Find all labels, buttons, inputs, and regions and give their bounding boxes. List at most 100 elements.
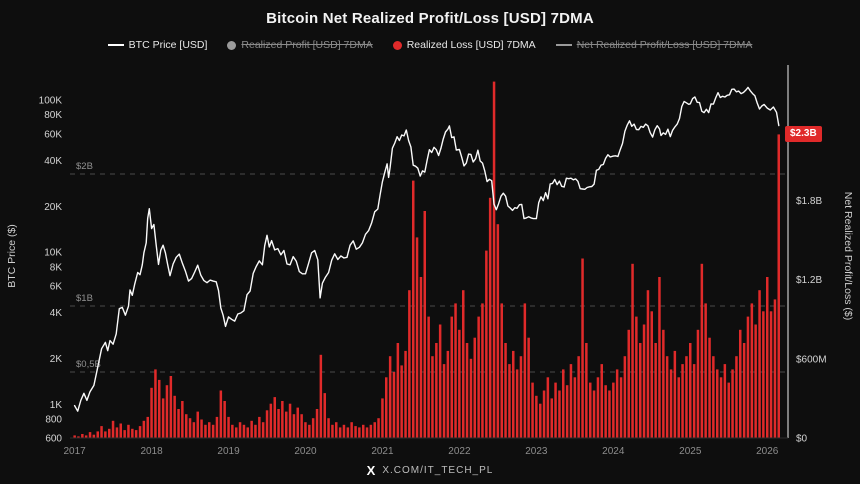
x-tick-label: 2021 xyxy=(371,446,394,457)
loss-bar xyxy=(635,316,638,438)
left-tick-label: 2K xyxy=(50,354,63,365)
loss-bar xyxy=(558,390,561,438)
legend: BTC Price [USD] Realized Profit [USD] 7DM… xyxy=(0,39,860,51)
loss-bar xyxy=(419,277,423,438)
left-tick-label: 8K xyxy=(50,262,63,273)
loss-bar xyxy=(766,277,769,438)
loss-bar xyxy=(719,377,723,438)
x-tick-label: 2017 xyxy=(63,446,86,457)
loss-bar xyxy=(669,369,673,438)
loss-bar xyxy=(658,277,661,438)
left-tick-label: 600 xyxy=(45,434,62,445)
loss-bar xyxy=(92,434,96,438)
loss-bar xyxy=(335,422,338,438)
loss-bar xyxy=(104,431,107,438)
loss-bar xyxy=(354,426,357,438)
loss-bar xyxy=(158,379,161,438)
x-tick-label: 2025 xyxy=(679,446,702,457)
loss-bar xyxy=(165,385,169,438)
loss-bar xyxy=(623,356,627,438)
loss-bar xyxy=(554,382,557,438)
loss-bar xyxy=(515,369,519,438)
loss-bar xyxy=(642,324,646,438)
loss-bar xyxy=(627,329,630,438)
loss-bar xyxy=(650,311,653,438)
loss-bar xyxy=(742,343,746,438)
loss-bar xyxy=(458,329,461,438)
loss-bar xyxy=(612,382,615,438)
loss-bar xyxy=(769,311,773,438)
loss-bar xyxy=(311,418,315,438)
left-tick-label: 4K xyxy=(50,308,63,319)
left-axis-title: BTC Price ($) xyxy=(6,224,18,288)
loss-bar xyxy=(192,422,196,438)
loss-bar xyxy=(446,350,450,438)
left-tick-label: 40K xyxy=(44,156,62,167)
loss-bar xyxy=(261,422,265,438)
legend-item-0[interactable]: BTC Price [USD] xyxy=(107,39,208,51)
loss-bar xyxy=(415,237,419,438)
loss-bar xyxy=(150,387,153,438)
loss-bar xyxy=(677,377,680,438)
loss-bar xyxy=(631,263,634,438)
loss-bar xyxy=(373,422,376,438)
loss-bar xyxy=(469,358,473,438)
legend-item-2[interactable]: Realized Loss [USD] 7DMA xyxy=(392,39,536,51)
loss-bar xyxy=(485,250,488,438)
legend-item-1[interactable]: Realized Profit [USD] 7DMA xyxy=(227,39,373,51)
x-tick-label: 2019 xyxy=(217,446,240,457)
loss-bar xyxy=(696,329,700,438)
loss-bar xyxy=(504,343,507,438)
loss-bar xyxy=(412,180,415,438)
x-tick-label: 2026 xyxy=(756,446,779,457)
loss-bar xyxy=(200,419,203,438)
loss-bar xyxy=(589,382,592,438)
loss-bar xyxy=(169,376,173,438)
loss-bar xyxy=(404,350,407,438)
loss-bar xyxy=(323,393,326,438)
loss-bar xyxy=(119,423,122,438)
loss-bar xyxy=(123,430,126,438)
loss-bar xyxy=(315,409,319,438)
loss-bar xyxy=(754,324,757,438)
loss-bar xyxy=(108,428,111,438)
legend-label: BTC Price [USD] xyxy=(128,39,208,51)
loss-bar xyxy=(362,424,365,438)
loss-bar xyxy=(84,435,88,438)
loss-bar xyxy=(662,329,665,438)
loss-bar xyxy=(208,422,211,438)
loss-bar xyxy=(546,377,550,438)
right-tick-label: $0 xyxy=(796,434,808,445)
loss-bar xyxy=(81,434,84,438)
loss-bar xyxy=(746,316,750,438)
right-tick-label: $1.8B xyxy=(796,196,822,207)
x-tick-label: 2024 xyxy=(602,446,625,457)
loss-bar xyxy=(215,416,219,438)
left-tick-label: 60K xyxy=(44,129,62,140)
left-tick-label: 800 xyxy=(45,414,62,425)
loss-bar xyxy=(539,403,542,438)
reference-line-label: $2B xyxy=(76,161,93,172)
loss-bar xyxy=(423,211,426,438)
right-tick-label: $1.2B xyxy=(796,275,822,286)
loss-bar xyxy=(704,303,707,438)
loss-bar xyxy=(77,436,80,438)
loss-bar xyxy=(435,343,438,438)
loss-bar xyxy=(396,343,400,438)
loss-bar xyxy=(673,350,677,438)
loss-bar xyxy=(581,258,584,438)
dot-swatch-icon xyxy=(392,40,402,50)
loss-bar xyxy=(735,356,738,438)
loss-bar xyxy=(639,343,642,438)
loss-bar xyxy=(231,424,234,438)
loss-bar xyxy=(161,398,165,438)
loss-bar xyxy=(146,416,149,438)
current-value-badge: $2.3B xyxy=(785,126,822,142)
legend-item-3[interactable]: Net Realized Profit/Loss [USD] 7DMA xyxy=(555,39,752,51)
loss-bar xyxy=(258,416,261,438)
loss-bar xyxy=(73,435,76,438)
loss-bar xyxy=(731,369,734,438)
loss-bar xyxy=(138,426,142,438)
loss-bar xyxy=(381,398,384,438)
